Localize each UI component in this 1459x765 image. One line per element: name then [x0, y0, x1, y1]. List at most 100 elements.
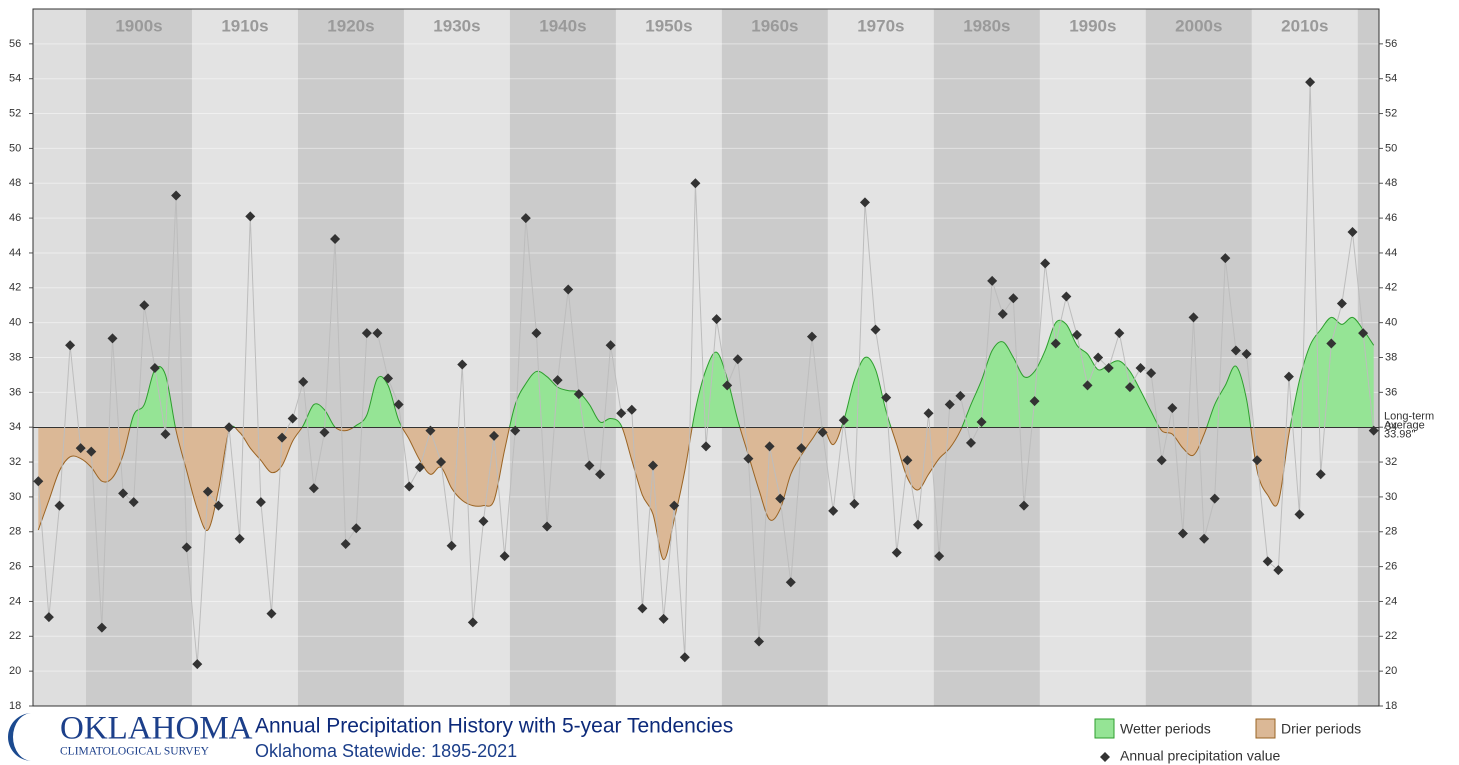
logo-sub: CLIMATOLOGICAL SURVEY — [60, 746, 210, 758]
annual-point — [1241, 349, 1252, 360]
annual-point — [965, 437, 976, 448]
annual-point — [1326, 338, 1337, 349]
annual-point — [584, 460, 595, 471]
annual-point — [1156, 455, 1167, 466]
annual-point — [1294, 509, 1305, 520]
average-label: Average — [1384, 419, 1425, 431]
annual-point — [1124, 382, 1135, 393]
decade-band — [1145, 9, 1252, 706]
decade-label: 1960s — [751, 16, 798, 35]
annual-point — [987, 275, 998, 286]
annual-point — [86, 446, 97, 457]
y2-tick-label: 18 — [1385, 700, 1397, 712]
chart-title: Annual Precipitation History with 5-year… — [255, 715, 733, 738]
annual-point — [658, 613, 669, 624]
annual-point — [96, 622, 107, 633]
y2-tick-label: 46 — [1385, 212, 1397, 224]
annual-point — [817, 427, 828, 438]
legend-swatch — [1094, 718, 1115, 739]
annual-point — [139, 300, 150, 311]
annual-point — [1273, 565, 1284, 576]
drier-area — [38, 427, 1291, 560]
annual-point — [637, 603, 648, 614]
y-tick-label: 56 — [9, 38, 21, 50]
y2-tick-label: 30 — [1385, 491, 1397, 503]
annual-point — [1188, 312, 1199, 323]
annual-point — [1040, 258, 1051, 269]
annual-point — [976, 416, 987, 427]
annual-point — [626, 404, 637, 415]
annual-point — [1018, 500, 1029, 511]
annual-point — [669, 500, 680, 511]
annual-point — [340, 538, 351, 549]
annual-point — [955, 390, 966, 401]
annual-point — [1209, 493, 1220, 504]
annual-point — [213, 500, 224, 511]
annual-point — [128, 497, 139, 508]
annual-point — [616, 408, 627, 419]
annual-point — [828, 505, 839, 516]
logo-mark — [8, 713, 32, 761]
y2-tick-label: 28 — [1385, 526, 1397, 538]
y-tick-label: 38 — [9, 351, 21, 363]
annual-point — [595, 469, 606, 480]
annual-point — [1262, 556, 1273, 567]
y2-tick-label: 34 — [1385, 421, 1397, 433]
y-tick-label: 22 — [9, 630, 21, 642]
logo: OKLAHOMA CLIMATOLOGICAL SURVEY — [8, 711, 253, 761]
y-tick-label: 52 — [9, 107, 21, 119]
y-tick-label: 40 — [9, 317, 21, 329]
y2-tick-label: 54 — [1385, 73, 1397, 85]
decade-label: 1930s — [433, 16, 480, 35]
annual-point — [1283, 371, 1294, 382]
annual-point — [404, 481, 415, 492]
decade-band — [403, 9, 510, 706]
annual-point — [171, 190, 182, 201]
annual-point — [33, 476, 44, 487]
annual-point — [743, 453, 754, 464]
annual-point — [160, 429, 171, 440]
y-tick-label: 42 — [9, 282, 21, 294]
annual-point — [499, 551, 510, 562]
annual-point — [1336, 298, 1347, 309]
annual-point — [467, 617, 478, 628]
annual-point — [107, 333, 118, 344]
y-tick-label: 20 — [9, 665, 21, 677]
y2-tick-label: 32 — [1385, 456, 1397, 468]
annual-point — [806, 331, 817, 342]
y2-tick-label: 40 — [1385, 317, 1397, 329]
decade-band — [615, 9, 722, 706]
y2-tick-label: 42 — [1385, 282, 1397, 294]
annual-point — [319, 427, 330, 438]
annual-point — [308, 483, 319, 494]
annual-point — [351, 523, 362, 534]
annual-point — [383, 373, 394, 384]
annual-point — [870, 324, 881, 335]
annual-point — [775, 493, 786, 504]
decade-label: 1950s — [645, 16, 692, 35]
legend-swatch — [1255, 718, 1276, 739]
legend-label: Annual precipitation value — [1120, 748, 1281, 764]
annual-point — [722, 380, 733, 391]
legend-label: Wetter periods — [1120, 721, 1211, 737]
y-tick-label: 32 — [9, 456, 21, 468]
decade-label: 1980s — [963, 16, 1010, 35]
drier-line — [37, 427, 1291, 561]
annual-point — [298, 376, 309, 387]
annual-point — [1071, 329, 1082, 340]
annual-point — [934, 551, 945, 562]
annual-point — [1177, 528, 1188, 539]
annual-point — [573, 389, 584, 400]
y-tick-label: 34 — [9, 421, 21, 433]
annual-point — [1315, 469, 1326, 480]
decade-label: 1970s — [857, 16, 904, 35]
annual-point — [859, 197, 870, 208]
decade-label: 2010s — [1281, 16, 1328, 35]
annual-point — [1082, 380, 1093, 391]
average-label: Long-term — [1384, 410, 1434, 422]
annual-point — [732, 354, 743, 365]
annual-point — [1220, 253, 1231, 264]
annual-point — [1347, 227, 1358, 238]
annual-point — [764, 441, 775, 452]
